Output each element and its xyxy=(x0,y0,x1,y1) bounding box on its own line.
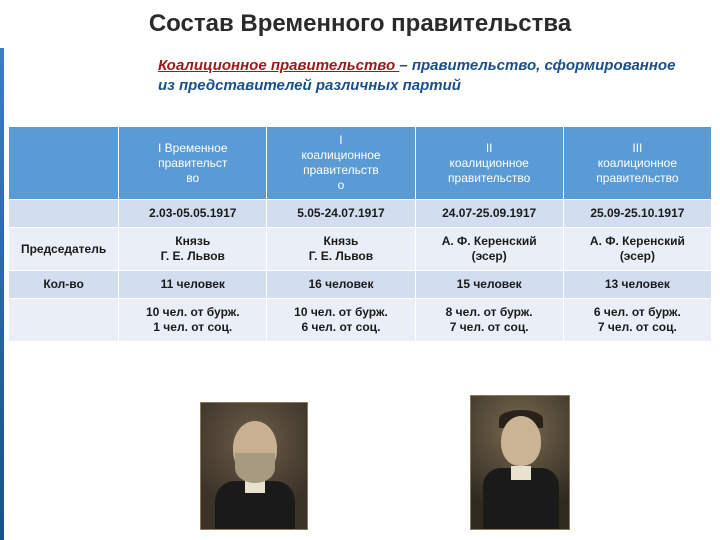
count-2: 16 человек xyxy=(267,271,415,299)
chair-1: КнязьГ. Е. Львов xyxy=(119,228,267,271)
comp-2: 10 чел. от бурж.6 чел. от соц. xyxy=(267,299,415,342)
government-table: I Временное правительство Iкоалиционноеп… xyxy=(8,126,712,342)
definition-text: Коалиционное правительство – правительст… xyxy=(158,56,688,95)
chair-3: А. Ф. Керенский(эсер) xyxy=(415,228,563,271)
header-col1: I Временное правительство xyxy=(119,127,267,200)
definition-term: Коалиционное правительство xyxy=(158,57,399,74)
comp-label xyxy=(9,299,119,342)
date-3: 24.07-25.09.1917 xyxy=(415,200,563,228)
lvov-portrait xyxy=(200,402,308,530)
count-1: 11 человек xyxy=(119,271,267,299)
chairman-row: Председатель КнязьГ. Е. Львов КнязьГ. Е.… xyxy=(9,228,712,271)
header-row: I Временное правительство Iкоалиционноеп… xyxy=(9,127,712,200)
chair-4: А. Ф. Керенский(эсер) xyxy=(563,228,711,271)
date-4: 25.09-25.10.1917 xyxy=(563,200,711,228)
count-row: Кол-во 11 человек 16 человек 15 человек … xyxy=(9,271,712,299)
date-row: 2.03-05.05.1917 5.05-24.07.1917 24.07-25… xyxy=(9,200,712,228)
date-1: 2.03-05.05.1917 xyxy=(119,200,267,228)
kerensky-portrait xyxy=(470,395,570,530)
date-blank xyxy=(9,200,119,228)
comp-1: 10 чел. от бурж.1 чел. от соц. xyxy=(119,299,267,342)
count-label: Кол-во xyxy=(9,271,119,299)
count-4: 13 человек xyxy=(563,271,711,299)
page-title: Состав Временного правительства xyxy=(0,10,720,38)
header-blank xyxy=(9,127,119,200)
header-col4: IIIкоалиционноеправительство xyxy=(563,127,711,200)
count-3: 15 человек xyxy=(415,271,563,299)
header-col3: IIкоалиционноеправительство xyxy=(415,127,563,200)
comp-3: 8 чел. от бурж.7 чел. от соц. xyxy=(415,299,563,342)
composition-row: 10 чел. от бурж.1 чел. от соц. 10 чел. о… xyxy=(9,299,712,342)
chair-2: КнязьГ. Е. Львов xyxy=(267,228,415,271)
chair-label: Председатель xyxy=(9,228,119,271)
comp-4: 6 чел. от бурж.7 чел. от соц. xyxy=(563,299,711,342)
header-col2: Iкоалиционноеправительство xyxy=(267,127,415,200)
date-2: 5.05-24.07.1917 xyxy=(267,200,415,228)
left-accent-strip xyxy=(0,48,4,540)
